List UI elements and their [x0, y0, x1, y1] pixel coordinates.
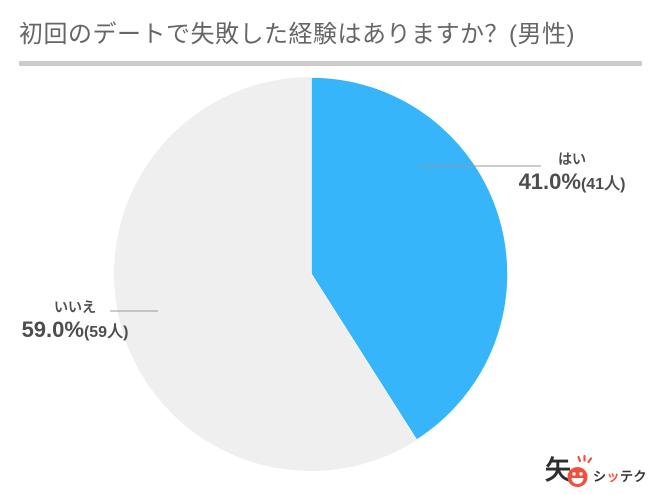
- title-divider: [19, 61, 642, 66]
- shitteku-logo: 矢 シッテク: [545, 452, 647, 492]
- callout-no-percent: 59.0%: [21, 317, 84, 343]
- logo-text-accent: ッ: [606, 469, 621, 484]
- callout-yes: はい 41.0%(41人): [507, 151, 637, 194]
- callout-no-count: (59人): [83, 324, 129, 342]
- callout-yes-value: 41.0%(41人): [507, 169, 637, 194]
- smiley-face-icon: [567, 454, 592, 487]
- callout-yes-count: (41人): [580, 176, 626, 194]
- callout-yes-percent: 41.0%: [518, 169, 581, 195]
- callout-no: いいえ 59.0%(59人): [10, 299, 140, 342]
- callout-no-value: 59.0%(59人): [10, 317, 140, 342]
- logo-text-post: テク: [620, 469, 648, 484]
- pie-slice-no: [113, 77, 417, 472]
- chart-title: 初回のデートで失敗した経験はありますか？(男性): [19, 21, 575, 48]
- callout-no-label: いいえ: [54, 299, 96, 315]
- logo-kanji: 矢: [545, 455, 572, 485]
- logo-text-pre: シ: [593, 469, 607, 484]
- logo-text: シッテク: [593, 466, 647, 485]
- callout-yes-label: はい: [558, 151, 586, 167]
- pie-slices: [113, 76, 509, 472]
- pie-slice-yes: [310, 76, 509, 442]
